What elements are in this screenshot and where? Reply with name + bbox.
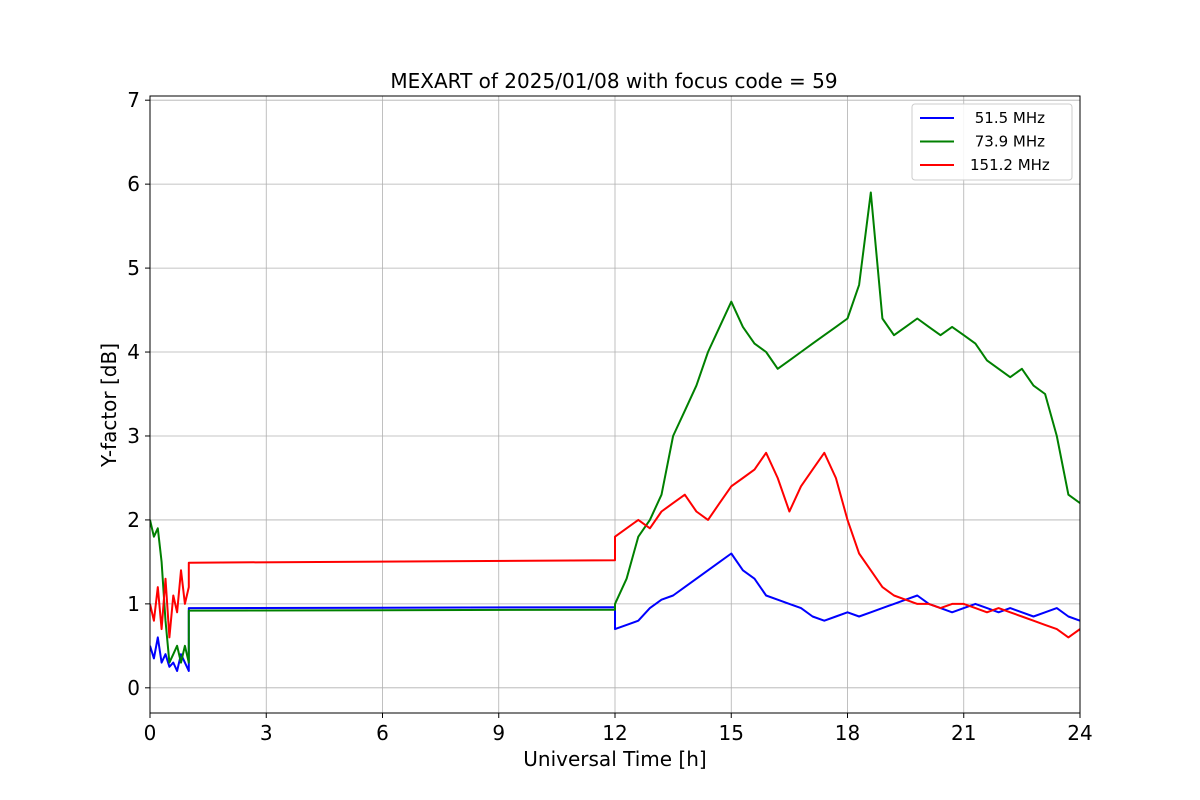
chart-title: MEXART of 2025/01/08 with focus code = 5… [390, 69, 837, 93]
x-tick-label: 18 [835, 721, 860, 745]
y-tick-label: 4 [127, 340, 140, 364]
series-line-0 [150, 552, 1080, 672]
legend-box [911, 103, 1073, 181]
y-axis-label: Y-factor [dB] [97, 343, 121, 468]
x-tick-label: 0 [144, 721, 157, 745]
y-tick-label: 0 [127, 676, 140, 700]
y-tick-label: 2 [127, 508, 140, 532]
y-axis-ticks: 0 1 2 3 4 5 6 7 [127, 88, 150, 700]
legend-label: 51.5 MHz [970, 109, 1045, 127]
x-tick-label: 12 [602, 721, 627, 745]
x-tick-label: 6 [376, 721, 389, 745]
x-tick-label: 15 [719, 721, 744, 745]
x-axis-label: Universal Time [h] [523, 747, 706, 771]
x-tick-label: 24 [1067, 721, 1092, 745]
series-line-1 [150, 191, 1080, 664]
y-tick-label: 5 [127, 256, 140, 280]
plot-area [150, 191, 1080, 672]
y-tick-label: 1 [127, 592, 140, 616]
x-tick-label: 21 [951, 721, 976, 745]
x-axis-ticks: 0 3 6 9 12 15 18 21 24 [144, 713, 1093, 745]
legend: 51.5 MHz 73.9 MHz 151.2 MHz [911, 103, 1073, 181]
legend-label: 73.9 MHz [970, 133, 1045, 151]
x-tick-label: 9 [492, 721, 505, 745]
y-tick-label: 7 [127, 88, 140, 112]
y-tick-label: 6 [127, 172, 140, 196]
legend-label: 151.2 MHz [970, 156, 1050, 174]
y-tick-label: 3 [127, 424, 140, 448]
x-tick-label: 3 [260, 721, 273, 745]
grid [149, 96, 1081, 713]
series-line-2 [150, 451, 1080, 639]
